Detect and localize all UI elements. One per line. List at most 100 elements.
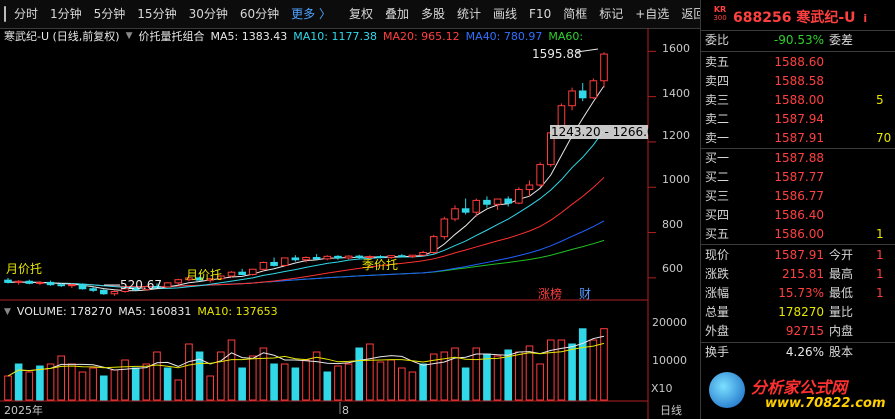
candle-body — [344, 255, 353, 259]
volume-bar — [110, 369, 119, 401]
simple-frame-button[interactable]: 简框 — [563, 7, 588, 21]
dropdown-arrow-icon[interactable]: ▼ — [4, 306, 11, 317]
finance-badge[interactable]: 财 — [579, 287, 591, 301]
candle-body — [163, 282, 172, 288]
volume-bar — [217, 351, 225, 401]
price-range-box — [550, 125, 648, 139]
candle-body — [302, 256, 310, 261]
ma20-line — [7, 177, 605, 288]
candle-body — [461, 208, 470, 213]
adjust-button[interactable]: 复权 — [348, 7, 373, 21]
bid-price: 1586.77 — [774, 189, 824, 203]
stat-label: 涨跌 — [705, 267, 730, 281]
candle-body — [429, 236, 438, 254]
candle-body — [366, 256, 374, 259]
divider — [701, 244, 895, 245]
bid-price: 1586.00 — [774, 227, 824, 241]
ask-row[interactable]: 卖三 1588.00 5 — [701, 91, 895, 110]
volume-bar — [259, 347, 268, 401]
kline-chart[interactable]: 1600 1400 1200 1000 800 600 20000 10000 … — [0, 0, 700, 419]
volume-unit-label: X10 — [651, 382, 673, 395]
candle-body — [153, 285, 161, 288]
candle-body — [270, 261, 278, 266]
candle-body — [472, 199, 481, 213]
add-watchlist-button[interactable]: +自选 — [635, 7, 670, 21]
quote-panel: KR 300 688256 寒武纪-U i 委比 -90.53% 委差 卖五 15… — [700, 0, 895, 419]
indicator-name[interactable]: 价托量托组合 — [138, 30, 205, 43]
period-tab-1[interactable]: 1分钟 — [50, 7, 82, 21]
more-periods-button[interactable]: 更多 〉 — [291, 7, 331, 21]
period-tab-3[interactable]: 15分钟 — [137, 7, 177, 21]
volume-bars — [4, 328, 608, 401]
multi-stock-button[interactable]: 多股 — [421, 7, 446, 21]
stat-label-2: 最低 — [829, 286, 854, 300]
candle-body — [536, 164, 544, 186]
candle-body — [419, 252, 427, 256]
period-tab-4[interactable]: 30分钟 — [188, 7, 228, 21]
volume-bar — [451, 347, 459, 401]
ma10-value: MA10: 1177.38 — [293, 29, 377, 43]
ask-volume: 70 — [876, 131, 892, 145]
f10-button[interactable]: F10 — [529, 7, 552, 21]
volume-bar — [174, 379, 183, 401]
bid-row[interactable]: 买二 1587.77 — [701, 168, 895, 187]
stock-legend-label: 寒武纪-U (日线,前复权) — [4, 30, 120, 43]
stat-label-2: 今开 — [829, 248, 854, 262]
volume-bar — [366, 343, 374, 401]
info-icon[interactable]: i — [863, 12, 868, 25]
dropdown-arrow-icon[interactable]: ▼ — [125, 31, 133, 41]
ask-row[interactable]: 卖一 1587.91 70 — [701, 129, 895, 148]
volume-bar — [600, 328, 608, 401]
logo-url: www.70822.com — [765, 396, 886, 411]
ask-price: 1588.60 — [774, 55, 824, 69]
ask-row[interactable]: 卖五 1588.60 — [701, 53, 895, 72]
candle-body — [408, 254, 417, 258]
volume-bar — [270, 363, 278, 401]
price-tick-label: 1200 — [662, 129, 690, 142]
price-tick-label: 1400 — [662, 87, 690, 100]
draw-line-button[interactable]: 画线 — [493, 7, 518, 21]
dropdown-menu-icon[interactable] — [4, 6, 6, 22]
ask-row[interactable]: 卖二 1587.94 — [701, 110, 895, 129]
stat-row: 涨幅 15.73% 最低 1 — [701, 284, 895, 303]
period-label: 日线 — [660, 403, 682, 417]
divider — [701, 148, 895, 149]
candle-body — [68, 284, 76, 287]
candle-body — [89, 288, 97, 291]
ask-row[interactable]: 卖四 1588.58 — [701, 72, 895, 91]
volume-ma10-value: MA10: 137653 — [197, 305, 278, 318]
divider — [701, 51, 895, 52]
stock-code-text: 688256 寒武纪-U — [733, 10, 856, 26]
order-ratio-value: -90.53% — [773, 33, 824, 47]
market-badge-bottom: 300 — [713, 14, 727, 22]
volume-tick-label: 10000 — [652, 354, 687, 367]
period-tab-5[interactable]: 60分钟 — [239, 7, 280, 21]
overlay-button[interactable]: 叠加 — [384, 7, 409, 21]
bid-row[interactable]: 买五 1586.00 1 — [701, 225, 895, 244]
bid-row[interactable]: 买四 1586.40 — [701, 206, 895, 225]
stat-value: 215.81 — [782, 267, 824, 281]
candle-body — [206, 278, 215, 281]
ma40-value: MA40: 780.97 — [465, 29, 543, 43]
order-ratio-row: 委比 -90.53% 委差 — [701, 31, 895, 50]
statistics-button[interactable]: 统计 — [457, 7, 482, 21]
bid-row[interactable]: 买一 1587.88 — [701, 149, 895, 168]
back-button[interactable]: 返回 — [681, 7, 706, 21]
period-tab-0[interactable]: 分时 — [14, 7, 39, 21]
candle-body — [397, 255, 406, 258]
high-price-pointer — [576, 48, 599, 53]
stock-code-name: 688256 寒武纪-U i — [733, 7, 867, 27]
candle-body — [14, 280, 23, 283]
candle-body — [291, 257, 300, 261]
volume-bar — [131, 367, 140, 401]
season-support-label: 季价托 — [362, 258, 398, 272]
candle-body — [440, 218, 449, 238]
limit-up-badge[interactable]: 涨榜 — [538, 286, 562, 301]
price-grid — [648, 50, 656, 279]
bid-row[interactable]: 买三 1586.77 — [701, 187, 895, 206]
volume-bar — [504, 349, 513, 401]
period-tab-2[interactable]: 5分钟 — [93, 7, 126, 21]
bid-level-label: 买三 — [705, 189, 730, 203]
volume-bar — [408, 371, 417, 401]
mark-button[interactable]: 标记 — [599, 7, 624, 21]
